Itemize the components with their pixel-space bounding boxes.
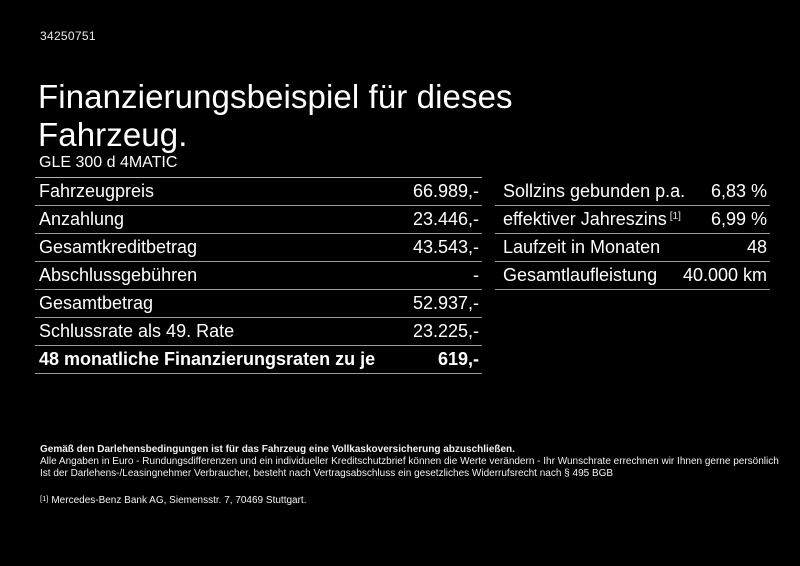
row-value: 23.225,- <box>412 321 479 341</box>
row-value: 23.446,- <box>412 209 479 229</box>
page-title: Finanzierungsbeispiel für dieses Fahrzeu… <box>38 78 513 154</box>
conditions-table: Sollzins gebunden p.a. 6,83 % effektiver… <box>495 178 770 290</box>
row-label: Gesamtlaufleistung <box>503 265 658 285</box>
footnote-marker: [1] <box>669 211 681 222</box>
legal-note-line: Ist der Darlehens-/Leasingnehmer Verbrau… <box>40 468 614 479</box>
insurance-note: Gemäß den Darlehensbedingungen ist für d… <box>40 444 515 455</box>
row-label: Gesamtkreditbetrag <box>39 237 198 257</box>
table-row: effektiver Jahreszins [1] 6,99 % <box>495 206 770 234</box>
table-row: Abschlussgebühren - <box>35 262 482 290</box>
vehicle-name: GLE 300 d 4MATIC <box>39 154 178 171</box>
footer-legal-notes: Gemäß den Darlehensbedingungen ist für d… <box>40 444 779 507</box>
table-row: Sollzins gebunden p.a. 6,83 % <box>495 178 770 206</box>
row-label: Abschlussgebühren <box>39 265 198 285</box>
row-label: Anzahlung <box>39 209 125 229</box>
table-row-monthly-rate: 48 monatliche Finanzierungsraten zu je 6… <box>35 346 482 374</box>
row-label: Schlussrate als 49. Rate <box>39 321 235 341</box>
table-row: Fahrzeugpreis 66.989,- <box>35 178 482 206</box>
row-value: 52.937,- <box>412 293 479 313</box>
row-value: 48 <box>746 237 767 257</box>
table-row: Gesamtbetrag 52.937,- <box>35 290 482 318</box>
row-value: 6,83 % <box>710 181 767 201</box>
footnote-marker: [1] <box>40 494 49 503</box>
row-label: Fahrzeugpreis <box>39 181 155 201</box>
listing-id: 34250751 <box>40 29 96 43</box>
row-value: - <box>473 265 479 285</box>
row-label: Sollzins gebunden p.a. <box>503 181 686 201</box>
table-row: Laufzeit in Monaten 48 <box>495 234 770 262</box>
row-label: 48 monatliche Finanzierungsraten zu je <box>39 349 376 369</box>
row-value: 40.000 km <box>682 265 767 285</box>
table-row: Anzahlung 23.446,- <box>35 206 482 234</box>
table-row: Gesamtlaufleistung 40.000 km <box>495 262 770 290</box>
row-value: 43.543,- <box>412 237 479 257</box>
row-value: 6,99 % <box>710 209 767 229</box>
table-row: Schlussrate als 49. Rate 23.225,- <box>35 318 482 346</box>
row-value: 619,- <box>437 349 479 369</box>
legal-note-line: Alle Angaben in Euro - Rundungsdifferenz… <box>40 456 779 467</box>
row-label: Gesamtbetrag <box>39 293 154 313</box>
row-value: 66.989,- <box>412 181 479 201</box>
row-label: effektiver Jahreszins [1] <box>503 209 681 229</box>
row-label: Laufzeit in Monaten <box>503 237 661 257</box>
finance-table: Fahrzeugpreis 66.989,- Anzahlung 23.446,… <box>35 177 482 374</box>
bank-footnote: [1] Mercedes-Benz Bank AG, Siemensstr. 7,… <box>40 494 307 506</box>
table-row: Gesamtkreditbetrag 43.543,- <box>35 234 482 262</box>
